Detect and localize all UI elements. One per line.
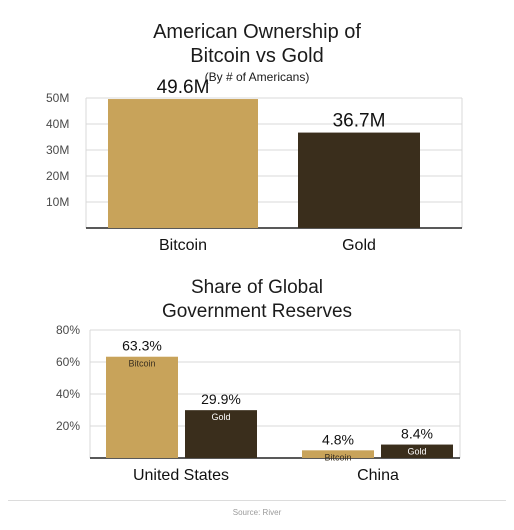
chart2-value-label: 29.9% <box>201 391 241 407</box>
chart2-value-label: 63.3% <box>122 338 162 354</box>
chart1-y-tick-label: 40M <box>46 117 69 131</box>
chart2-category-label: China <box>357 467 399 484</box>
chart2-bar-series-label: Gold <box>211 412 230 422</box>
chart1-category-label: Bitcoin <box>159 237 207 254</box>
chart2-value-label: 4.8% <box>322 431 354 447</box>
chart2-bar-bitcoin <box>106 356 178 458</box>
chart1-y-tick-label: 30M <box>46 143 69 157</box>
chart1-title-line1: American Ownership of <box>153 21 361 43</box>
chart2-y-tick-label: 20% <box>56 419 80 433</box>
chart1-category-label: Gold <box>342 237 376 254</box>
chart1-title-line2: Bitcoin vs Gold <box>190 45 324 67</box>
source-note: Source: River <box>232 508 282 517</box>
chart1-y-tick-label: 20M <box>46 169 69 183</box>
chart2-category-label: United States <box>133 467 229 484</box>
chart2-bar-gold <box>381 444 453 458</box>
chart2-title-line1: Share of Global <box>190 277 324 298</box>
chart1-y-tick-label: 10M <box>46 195 69 209</box>
chart2-bar-series-label: Bitcoin <box>128 359 155 369</box>
chart1-bar-bitcoin <box>108 99 258 228</box>
chart2-value-label: 8.4% <box>401 426 433 442</box>
chart2-y-tick-label: 40% <box>56 387 80 401</box>
chart1-value-label: 49.6M <box>157 77 210 98</box>
chart2-title-line2: Government Reserves <box>161 301 353 322</box>
chart2-y-tick-label: 60% <box>56 355 80 369</box>
chart2-bar-gold <box>185 410 257 458</box>
chart1-bar-gold <box>298 132 420 228</box>
chart2-bar-series-label: Gold <box>407 447 426 457</box>
chart2-bar-bitcoin <box>302 450 374 458</box>
footer-divider <box>8 500 506 501</box>
chart1-value-label: 36.7M <box>333 111 386 132</box>
chart1-subtitle: (By # of Americans) <box>204 70 310 84</box>
chart2-bar-series-label: Bitcoin <box>324 452 351 462</box>
chart1-y-tick-label: 50M <box>46 91 69 105</box>
chart2-y-tick-label: 80% <box>56 323 80 337</box>
